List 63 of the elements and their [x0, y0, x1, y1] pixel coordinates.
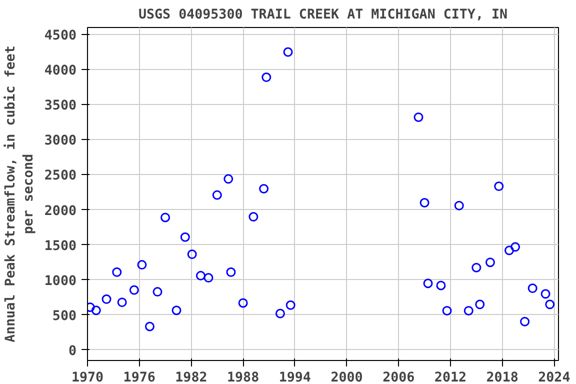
y-tick-label: 4500	[44, 28, 77, 44]
point	[248, 212, 258, 222]
point	[144, 322, 154, 332]
y-tick-label: 0	[68, 344, 77, 359]
point	[112, 267, 122, 277]
point	[504, 246, 514, 256]
point	[286, 300, 296, 310]
point	[196, 270, 206, 280]
point	[152, 287, 162, 297]
y-tick-label: 500	[52, 308, 77, 324]
x-tick-label: 2000	[330, 370, 363, 384]
point	[102, 294, 112, 304]
point	[545, 300, 555, 310]
point	[129, 285, 139, 295]
point	[212, 190, 222, 200]
x-tick-label: 2012	[434, 370, 467, 384]
y-tick-label: 3000	[44, 134, 77, 149]
point	[283, 47, 293, 57]
point	[160, 212, 170, 222]
x-tick-label: 2018	[486, 370, 518, 384]
point	[436, 280, 446, 290]
point	[494, 182, 504, 192]
point	[91, 306, 101, 316]
point	[454, 200, 464, 210]
y-axis-title: Annual Peak Streamflow, in cubic feet per second	[3, 46, 36, 342]
point	[472, 262, 482, 272]
point	[464, 306, 474, 316]
y-tick-label: 1000	[44, 274, 77, 289]
point	[520, 316, 530, 326]
point	[117, 298, 127, 308]
x-tick-label: 1988	[227, 370, 260, 384]
x-tick-label: 2024	[538, 370, 570, 384]
point	[180, 232, 190, 242]
point	[414, 112, 424, 122]
x-tick-label: 1994	[278, 370, 311, 384]
point	[540, 289, 550, 299]
point	[259, 184, 269, 194]
x-tick-label: 1982	[175, 370, 208, 384]
y-tick-label: 2000	[44, 204, 77, 219]
point	[262, 72, 272, 82]
point	[238, 298, 248, 308]
point	[137, 260, 147, 270]
point	[172, 306, 182, 316]
x-tick-label: 2006	[382, 370, 415, 384]
point	[275, 308, 285, 318]
chart-title: USGS 04095300 TRAIL CREEK AT MICHIGAN CITY, IN	[138, 8, 508, 22]
point	[510, 242, 520, 252]
x-tick-label: 1976	[123, 370, 156, 384]
point	[224, 174, 234, 184]
point	[420, 198, 430, 208]
y-tick-label: 3500	[44, 98, 77, 114]
point	[442, 306, 452, 316]
point	[226, 267, 236, 277]
y-tick-label: 2500	[44, 168, 77, 184]
x-tick-label: 1970	[71, 370, 104, 384]
point	[485, 258, 495, 268]
point	[423, 278, 433, 288]
point	[204, 273, 214, 283]
y-tick-label: 4000	[44, 64, 77, 79]
point	[187, 250, 197, 260]
point	[528, 284, 538, 294]
point	[475, 300, 485, 310]
y-tick-label: 1500	[44, 238, 77, 254]
